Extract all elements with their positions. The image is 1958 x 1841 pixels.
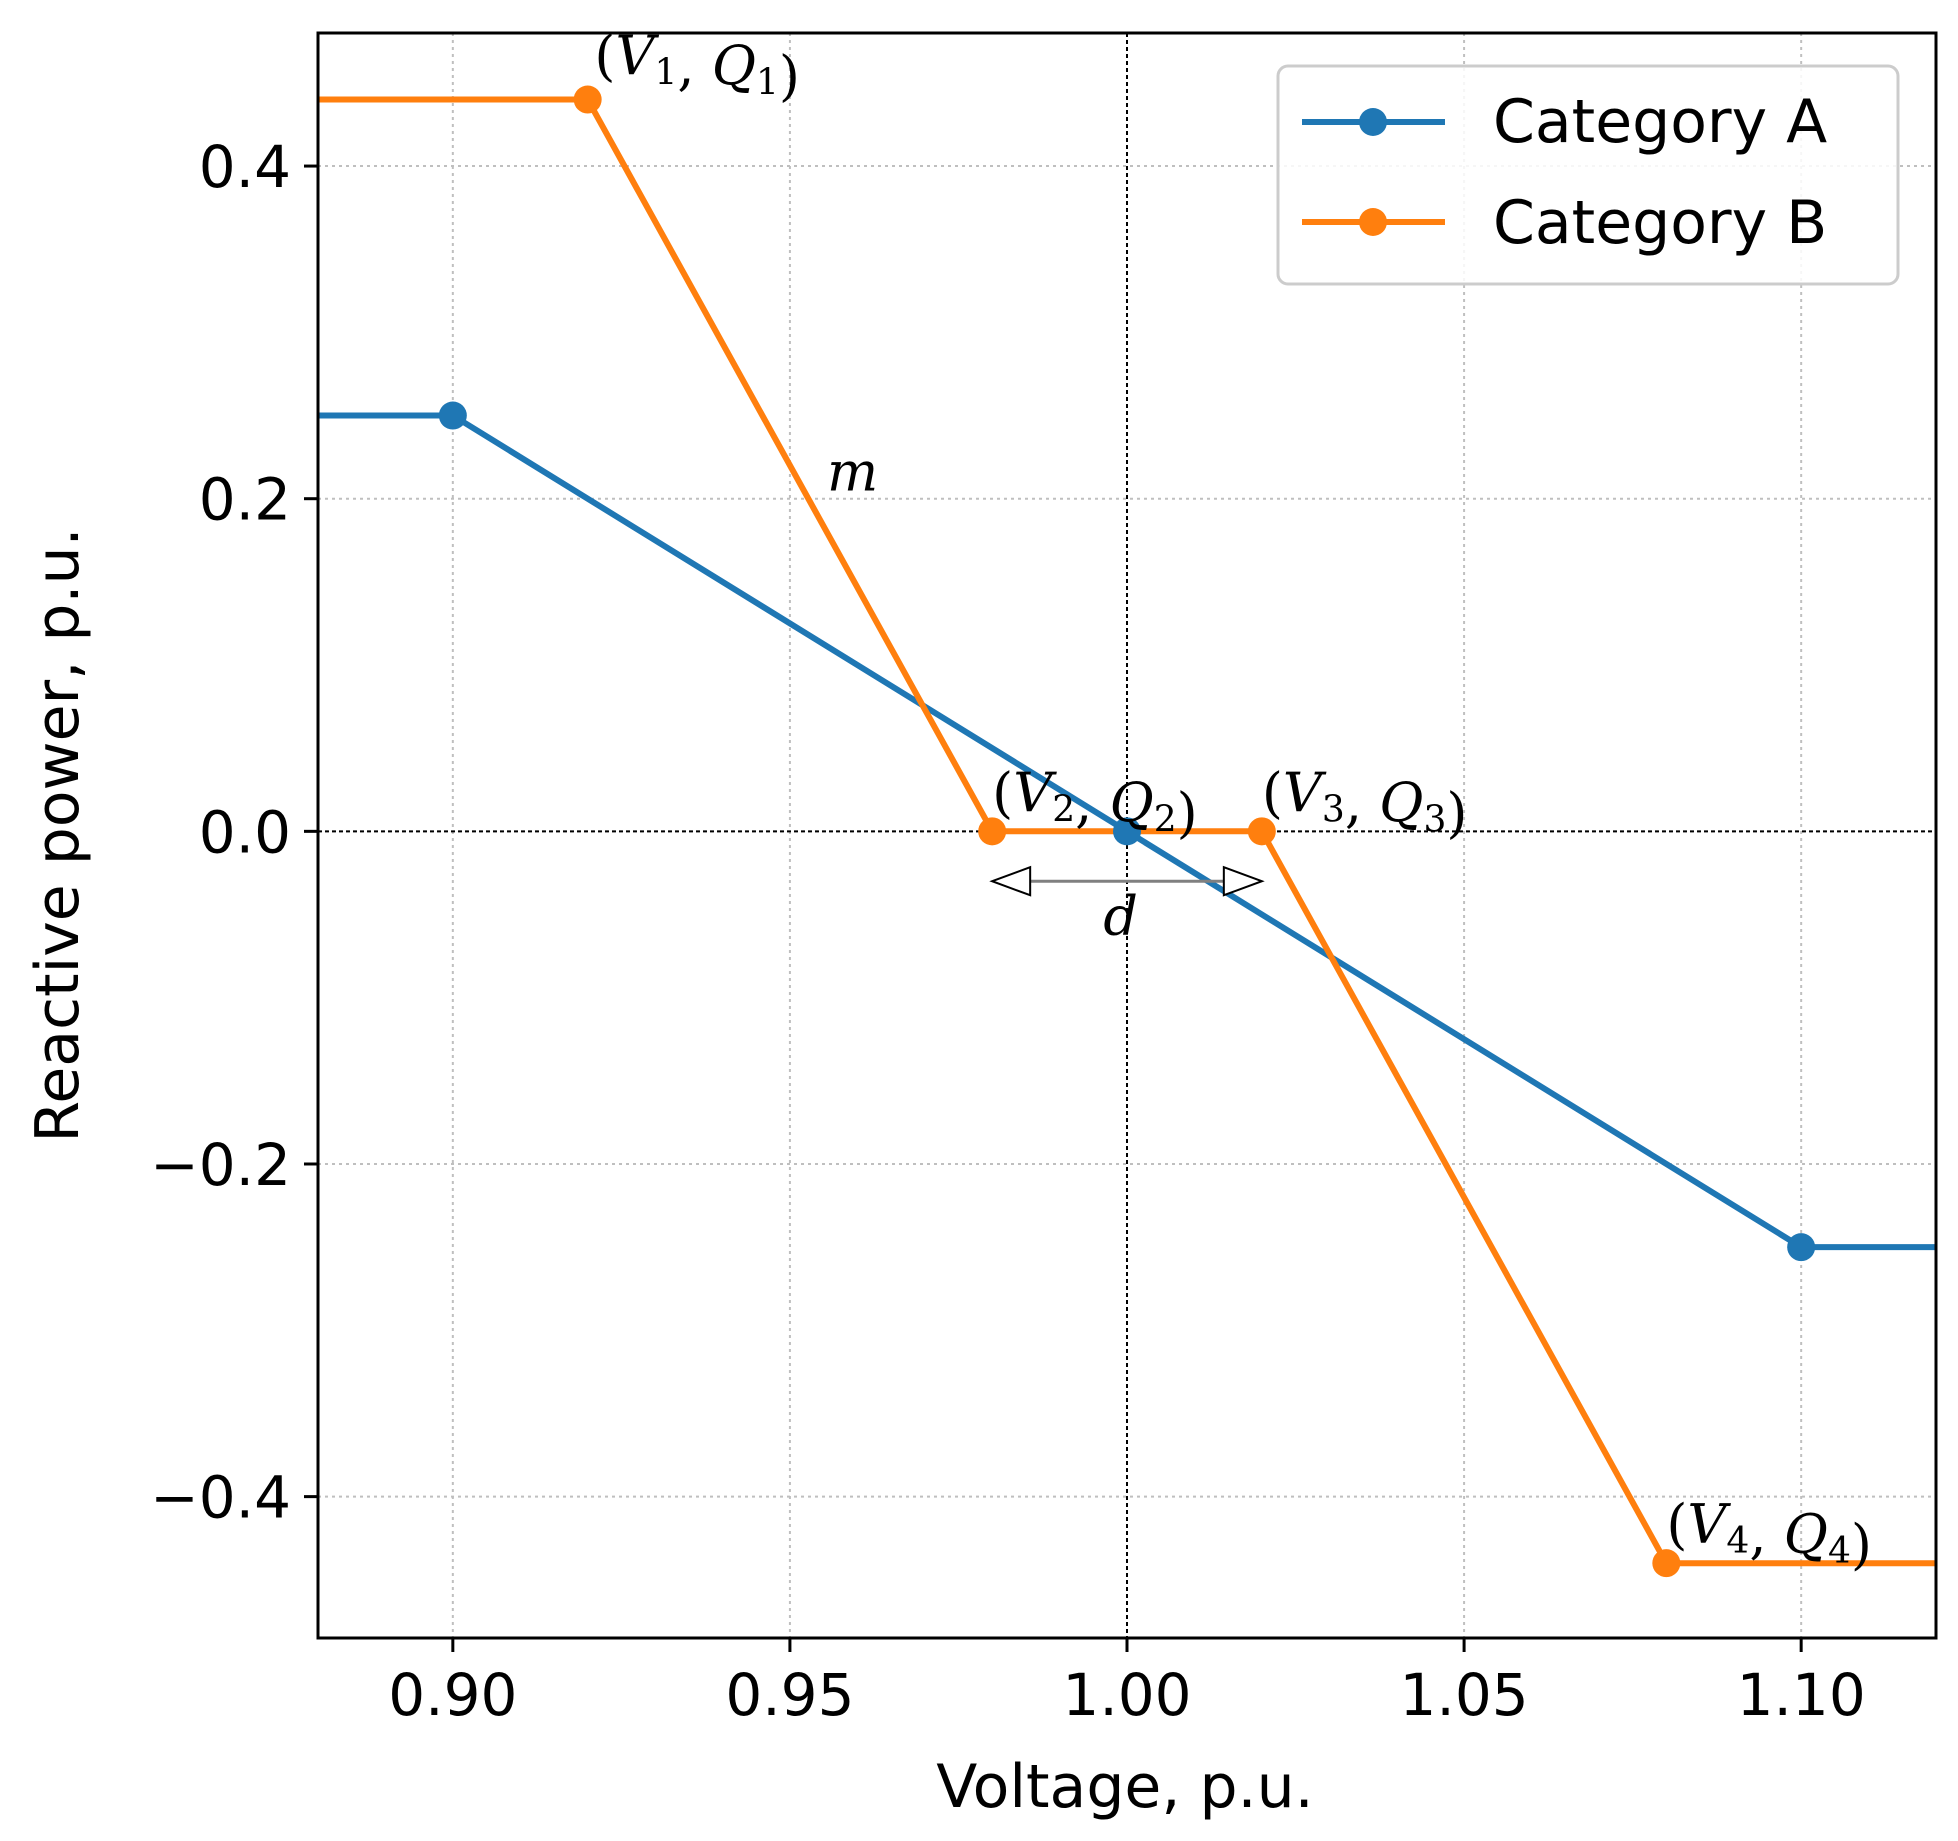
deadband-arrowhead-right xyxy=(1222,865,1265,897)
legend-swatch-marker-a xyxy=(1359,108,1387,136)
y-tick-label: 0.4 xyxy=(199,133,291,201)
annotation-p2: (V2, Q2) xyxy=(992,761,1198,844)
data-point-category-a xyxy=(438,401,467,430)
deadband-arrowhead-left xyxy=(989,865,1032,897)
y-tick-label: −0.2 xyxy=(150,1131,291,1199)
annotation-p1: (V1, Q1) xyxy=(594,25,800,108)
data-point-category-b xyxy=(1247,817,1276,846)
annotation-deadband: d xyxy=(1103,884,1138,947)
data-markers xyxy=(438,85,1816,1578)
legend-label-category-b: Category B xyxy=(1493,188,1827,258)
y-tick-label: 0.2 xyxy=(199,466,291,534)
x-axis-ticks: 0.90 0.95 1.00 1.05 1.10 xyxy=(388,1638,1866,1729)
annotation-slope: m xyxy=(827,440,878,503)
data-point-category-a xyxy=(1787,1233,1816,1262)
annotation-p3: (V3, Q3) xyxy=(1262,761,1468,844)
legend-label-category-a: Category A xyxy=(1493,87,1827,157)
y-tick-label: 0.0 xyxy=(199,798,291,866)
x-tick-label: 1.00 xyxy=(1062,1661,1191,1729)
y-axis-ticks: 0.4 0.2 0.0 −0.2 −0.4 xyxy=(150,133,318,1532)
legend-swatch-marker-b xyxy=(1359,208,1387,236)
x-tick-label: 0.95 xyxy=(725,1661,854,1729)
x-tick-label: 1.10 xyxy=(1737,1661,1866,1729)
x-tick-label: 0.90 xyxy=(388,1661,517,1729)
annotation-p4: (V4, Q4) xyxy=(1666,1493,1872,1576)
x-axis-label: Voltage, p.u. xyxy=(936,1752,1313,1822)
data-point-category-a xyxy=(1113,817,1141,846)
data-point-category-b xyxy=(573,85,602,114)
y-axis-label: Reactive power, p.u. xyxy=(23,527,93,1142)
data-point-category-b xyxy=(1652,1549,1681,1578)
point-annotations: (V1, Q1) (V2, Q2) (V3, Q3) (V4, Q4) m d xyxy=(594,25,1872,1577)
legend: Category A Category B xyxy=(1276,64,1900,286)
data-point-category-b xyxy=(978,817,1007,846)
y-tick-label: −0.4 xyxy=(150,1464,291,1532)
x-tick-label: 1.05 xyxy=(1400,1661,1529,1729)
deadband-arrow xyxy=(989,865,1265,897)
